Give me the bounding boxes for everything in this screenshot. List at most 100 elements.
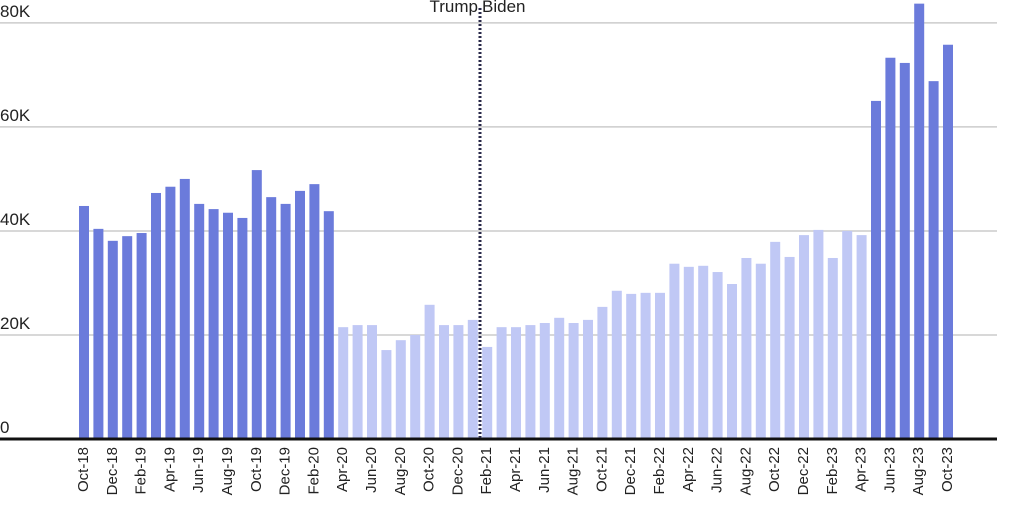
bar [741,257,752,439]
x-tick-label: Aug-22 [737,447,754,495]
y-tick-label: 60K [0,106,31,125]
y-tick-label: 40K [0,210,31,229]
bar [237,217,248,439]
bar [669,263,680,439]
bar [842,230,853,439]
bar [323,211,334,439]
bar [626,293,637,439]
bar [655,292,665,439]
bar [122,236,133,439]
bar [640,292,651,439]
x-tick-label: Aug-23 [910,447,927,495]
bar [554,317,565,439]
x-tick-label: Dec-21 [622,447,639,495]
x-tick-label: Oct-18 [75,447,92,492]
bar [827,257,838,439]
bar [799,235,809,439]
bar [698,265,709,439]
bar [208,209,219,439]
bar [93,228,104,439]
x-tick-label: Apr-23 [853,447,870,492]
x-tick-label: Dec-20 [449,447,466,495]
x-tick-label: Feb-23 [824,447,841,495]
y-tick-label: 80K [0,2,31,21]
bar [309,184,320,439]
bar [784,256,795,439]
x-tick-label: Dec-18 [104,447,121,495]
x-tick-label: Apr-21 [507,447,524,492]
x-tick-label: Jun-19 [190,447,207,493]
bar [568,323,579,439]
bar [496,327,507,439]
bar [381,350,392,439]
x-tick-label: Oct-22 [766,447,783,492]
bar [511,327,521,439]
bar [295,190,305,439]
bar [424,304,435,439]
x-tick-label: Apr-20 [334,447,351,492]
bar [266,197,277,439]
annotation: Biden [482,0,525,16]
bar [410,334,421,439]
bar [943,44,953,439]
bar [367,325,377,439]
bar [856,235,867,439]
x-tick-label: Jun-20 [363,447,380,493]
x-tick-label: Oct-23 [939,447,956,492]
bar [165,186,176,439]
x-tick-label: Oct-19 [248,447,265,492]
bar [453,325,464,439]
x-tick-label: Oct-21 [593,447,610,492]
bar [813,229,824,439]
bar [482,346,493,439]
bar [223,212,233,439]
x-tick-label: Aug-19 [219,447,236,495]
x-tick-label: Feb-22 [651,447,668,495]
y-tick-label: 20K [0,314,31,333]
bar [770,241,781,439]
bar [251,170,262,439]
bar [899,62,910,440]
x-tick-label: Feb-19 [133,447,150,495]
x-tick-label: Oct-20 [421,447,438,492]
x-tick-label: Dec-19 [277,447,294,495]
y-tick-label: 0 [0,418,9,437]
bar [885,57,896,440]
x-tick-label: Jun-22 [709,447,726,493]
bar [525,325,536,439]
x-tick-label: Feb-20 [305,447,322,495]
bar [683,266,694,439]
bar [755,263,766,439]
bar [179,178,190,440]
bar [727,283,737,439]
bar [597,306,608,439]
bar [338,327,349,439]
bar [136,233,147,439]
bar [352,325,363,439]
bar [712,272,723,439]
bar [79,205,89,439]
bar [439,325,449,439]
bar [107,240,118,439]
x-tick-label: Apr-22 [680,447,697,492]
bar [395,340,406,439]
bar [611,290,622,439]
bar [928,81,939,439]
x-tick-label: Jun-23 [881,447,898,493]
bar [467,319,478,439]
x-tick-label: Apr-19 [161,447,178,492]
bar [583,319,593,439]
bar [194,203,205,439]
bar [871,100,881,439]
x-tick-label: Feb-21 [478,447,495,495]
x-tick-label: Dec-22 [795,447,812,495]
x-tick-label: Jun-21 [536,447,553,493]
x-tick-label: Aug-21 [565,447,582,495]
bar [151,192,161,439]
bar [539,323,550,439]
x-tick-label: Aug-20 [392,447,409,495]
bar [914,3,925,440]
annotation: Trump [430,0,479,16]
